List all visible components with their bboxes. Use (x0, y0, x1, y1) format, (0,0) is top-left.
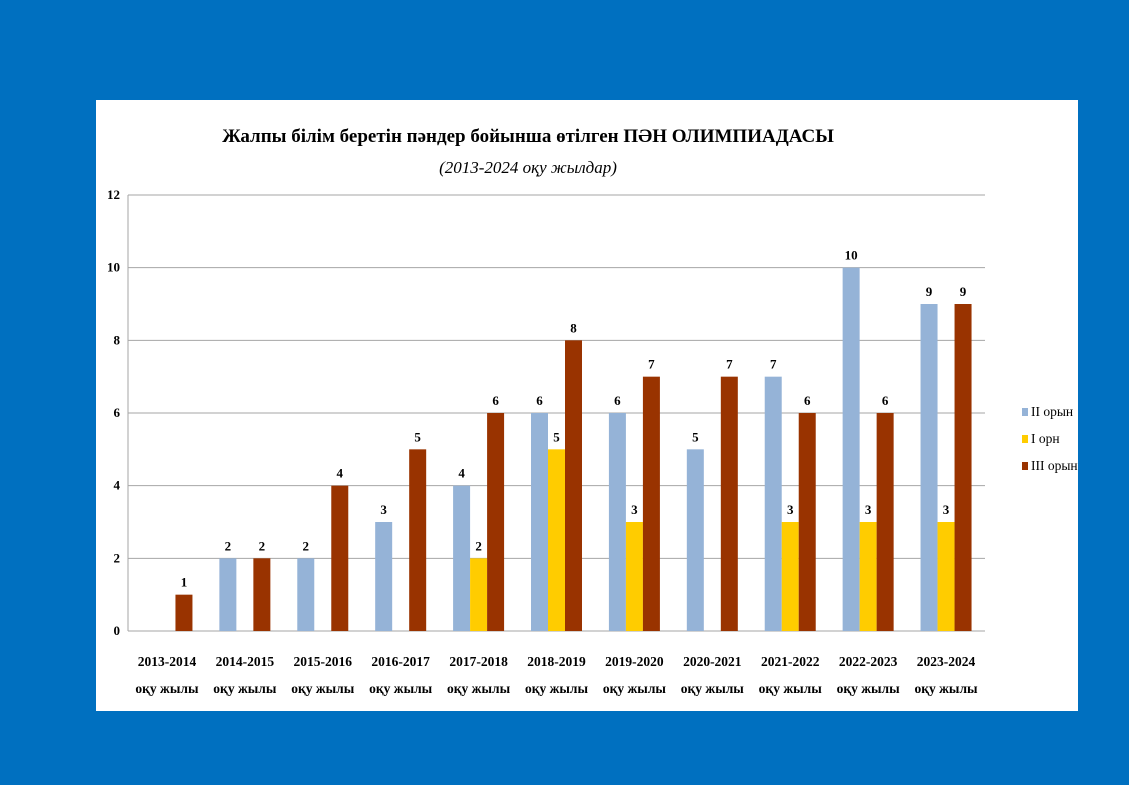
data-label: 2 (225, 538, 232, 553)
bar (453, 485, 471, 631)
data-label: 4 (458, 466, 465, 481)
data-label: 2 (475, 538, 482, 553)
x-tick-label: 2015-2016 (294, 654, 353, 669)
data-label: 7 (726, 357, 733, 372)
x-axis-categories: 2013-2014 оқу жылы 2014-2015 оқу жылы 2015-2… (135, 654, 978, 696)
data-labels: 2 2 3 4 6 6 5 7 10 9 2 5 3 3 3 3 1 2 4 5 6 8 7 7 6 6 9 (181, 248, 967, 590)
x-tick-sublabel: оқу жылы (135, 681, 199, 696)
bar (331, 485, 349, 631)
y-tick-label: 0 (114, 623, 121, 638)
chart-subtitle: (2013-2024 оқу жылдар) (439, 158, 617, 177)
data-label: 9 (960, 284, 967, 299)
y-tick-label: 10 (107, 260, 120, 275)
bar (876, 413, 894, 631)
x-tick-sublabel: оқу жылы (291, 681, 355, 696)
x-tick-label: 2014-2015 (216, 654, 275, 669)
data-label: 3 (631, 502, 638, 517)
x-tick-label: 2017-2018 (449, 654, 508, 669)
legend-label: II орын (1031, 404, 1073, 419)
bar (920, 304, 938, 631)
data-label: 5 (553, 429, 560, 444)
data-label: 3 (380, 502, 387, 517)
x-tick-label: 2013-2014 (138, 654, 197, 669)
chart-title: Жалпы білім беретін пәндер бойынша өтілг… (222, 126, 834, 147)
bar (781, 522, 799, 631)
data-label: 6 (536, 393, 543, 408)
legend: II орын I орн III орын (1022, 404, 1078, 473)
x-tick-sublabel: оқу жылы (681, 681, 745, 696)
x-tick-sublabel: оқу жылы (914, 681, 978, 696)
y-tick-label: 8 (114, 332, 121, 347)
data-label: 4 (337, 466, 344, 481)
data-label: 3 (787, 502, 794, 517)
bar (219, 558, 237, 631)
data-label: 10 (845, 248, 858, 263)
x-tick-label: 2020-2021 (683, 654, 742, 669)
data-label: 5 (414, 429, 421, 444)
y-tick-label: 2 (114, 550, 121, 565)
legend-swatch (1022, 462, 1028, 470)
bar (375, 522, 393, 631)
bar (686, 449, 704, 631)
legend-label: III орын (1031, 458, 1078, 473)
y-tick-label: 12 (107, 187, 120, 202)
legend-label: I орн (1031, 431, 1060, 446)
bar (642, 376, 660, 631)
x-tick-label: 2016-2017 (371, 654, 430, 669)
legend-swatch (1022, 435, 1028, 443)
bar (531, 413, 548, 631)
data-label: 7 (648, 357, 655, 372)
bar (297, 558, 315, 631)
x-tick-sublabel: оқу жылы (213, 681, 277, 696)
bar (175, 594, 193, 631)
bar (565, 340, 582, 631)
data-label: 6 (804, 393, 811, 408)
data-label: 5 (692, 429, 699, 444)
y-tick-label: 6 (114, 405, 121, 420)
bar (798, 413, 816, 631)
bar (253, 558, 271, 631)
legend-swatch (1022, 408, 1028, 416)
bar (720, 376, 738, 631)
bar (608, 413, 626, 631)
data-label: 3 (865, 502, 872, 517)
chart-svg: Жалпы білім беретін пәндер бойынша өтілг… (107, 126, 1078, 696)
bar (764, 376, 782, 631)
y-tick-label: 4 (114, 478, 121, 493)
x-tick-sublabel: оқу жылы (759, 681, 823, 696)
x-tick-sublabel: оқу жылы (837, 681, 901, 696)
bar (842, 267, 860, 631)
x-tick-sublabel: оқу жылы (525, 681, 589, 696)
bars (175, 267, 972, 631)
bar (548, 449, 565, 631)
x-tick-sublabel: оқу жылы (369, 681, 433, 696)
bar (937, 522, 955, 631)
bar (625, 522, 643, 631)
data-label: 6 (614, 393, 621, 408)
data-label: 7 (770, 357, 777, 372)
bar (487, 413, 505, 631)
x-tick-label: 2022-2023 (839, 654, 898, 669)
data-label: 6 (492, 393, 499, 408)
x-tick-sublabel: оқу жылы (447, 681, 511, 696)
x-tick-sublabel: оқу жылы (603, 681, 667, 696)
data-label: 1 (181, 575, 188, 590)
y-axis-ticks: 0 2 4 6 8 10 12 (107, 187, 121, 638)
x-tick-label: 2023-2024 (917, 654, 976, 669)
data-label: 2 (259, 538, 266, 553)
bar (859, 522, 877, 631)
bar (954, 304, 972, 631)
data-label: 3 (943, 502, 950, 517)
data-label: 8 (570, 320, 577, 335)
data-label: 6 (882, 393, 889, 408)
x-tick-label: 2021-2022 (761, 654, 820, 669)
bar (470, 558, 488, 631)
bar (409, 449, 427, 631)
x-tick-label: 2018-2019 (527, 654, 586, 669)
chart-panel: Жалпы білім беретін пәндер бойынша өтілг… (96, 100, 1078, 711)
data-label: 9 (926, 284, 933, 299)
x-tick-label: 2019-2020 (605, 654, 664, 669)
data-label: 2 (303, 538, 310, 553)
